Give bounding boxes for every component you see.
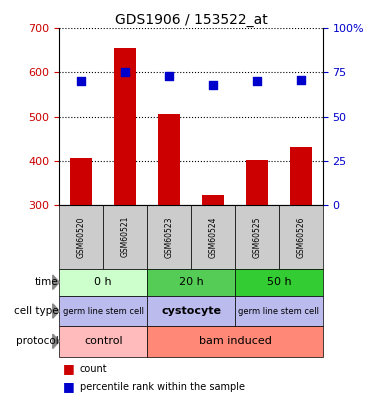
Bar [103,205,147,269]
Bar [147,205,191,269]
Bar [158,113,180,205]
Text: cystocyte: cystocyte [161,306,221,316]
Text: germ line stem cell: germ line stem cell [239,307,319,315]
Text: control: control [84,336,122,346]
Bar [59,326,147,356]
Bar [59,269,147,296]
Text: percentile rank within the sample: percentile rank within the sample [80,382,245,392]
Bar [279,205,323,269]
Point [298,76,304,83]
Bar [114,48,136,205]
Text: GSM60523: GSM60523 [165,216,174,258]
Bar [147,326,323,356]
Point [254,78,260,85]
Bar [202,195,224,205]
Text: cell type: cell type [14,306,59,316]
Text: time: time [35,277,59,287]
Bar [290,147,312,205]
Text: GSM60526: GSM60526 [296,216,305,258]
Bar [235,205,279,269]
Polygon shape [53,334,59,349]
Text: ■: ■ [63,380,75,393]
Text: GSM60520: GSM60520 [77,216,86,258]
Point [210,81,216,88]
Text: germ line stem cell: germ line stem cell [63,307,144,315]
Title: GDS1906 / 153522_at: GDS1906 / 153522_at [115,13,267,27]
Bar [147,296,235,326]
Bar [191,205,235,269]
Text: GSM60521: GSM60521 [121,216,130,258]
Polygon shape [53,304,59,318]
Text: protocol: protocol [16,336,59,346]
Bar [59,205,103,269]
Point [78,78,84,85]
Text: GSM60525: GSM60525 [252,216,262,258]
Bar [70,158,92,205]
Text: 0 h: 0 h [95,277,112,287]
Bar [235,296,323,326]
Point [166,73,172,79]
Text: GSM60524: GSM60524 [209,216,217,258]
Point [122,69,128,76]
Polygon shape [53,275,59,290]
Text: ■: ■ [63,362,75,375]
Text: count: count [80,364,107,373]
Bar [235,269,323,296]
Text: 20 h: 20 h [179,277,203,287]
Text: 50 h: 50 h [266,277,291,287]
Bar [246,160,268,205]
Text: bam induced: bam induced [198,336,272,346]
Bar [59,296,147,326]
Bar [147,269,235,296]
